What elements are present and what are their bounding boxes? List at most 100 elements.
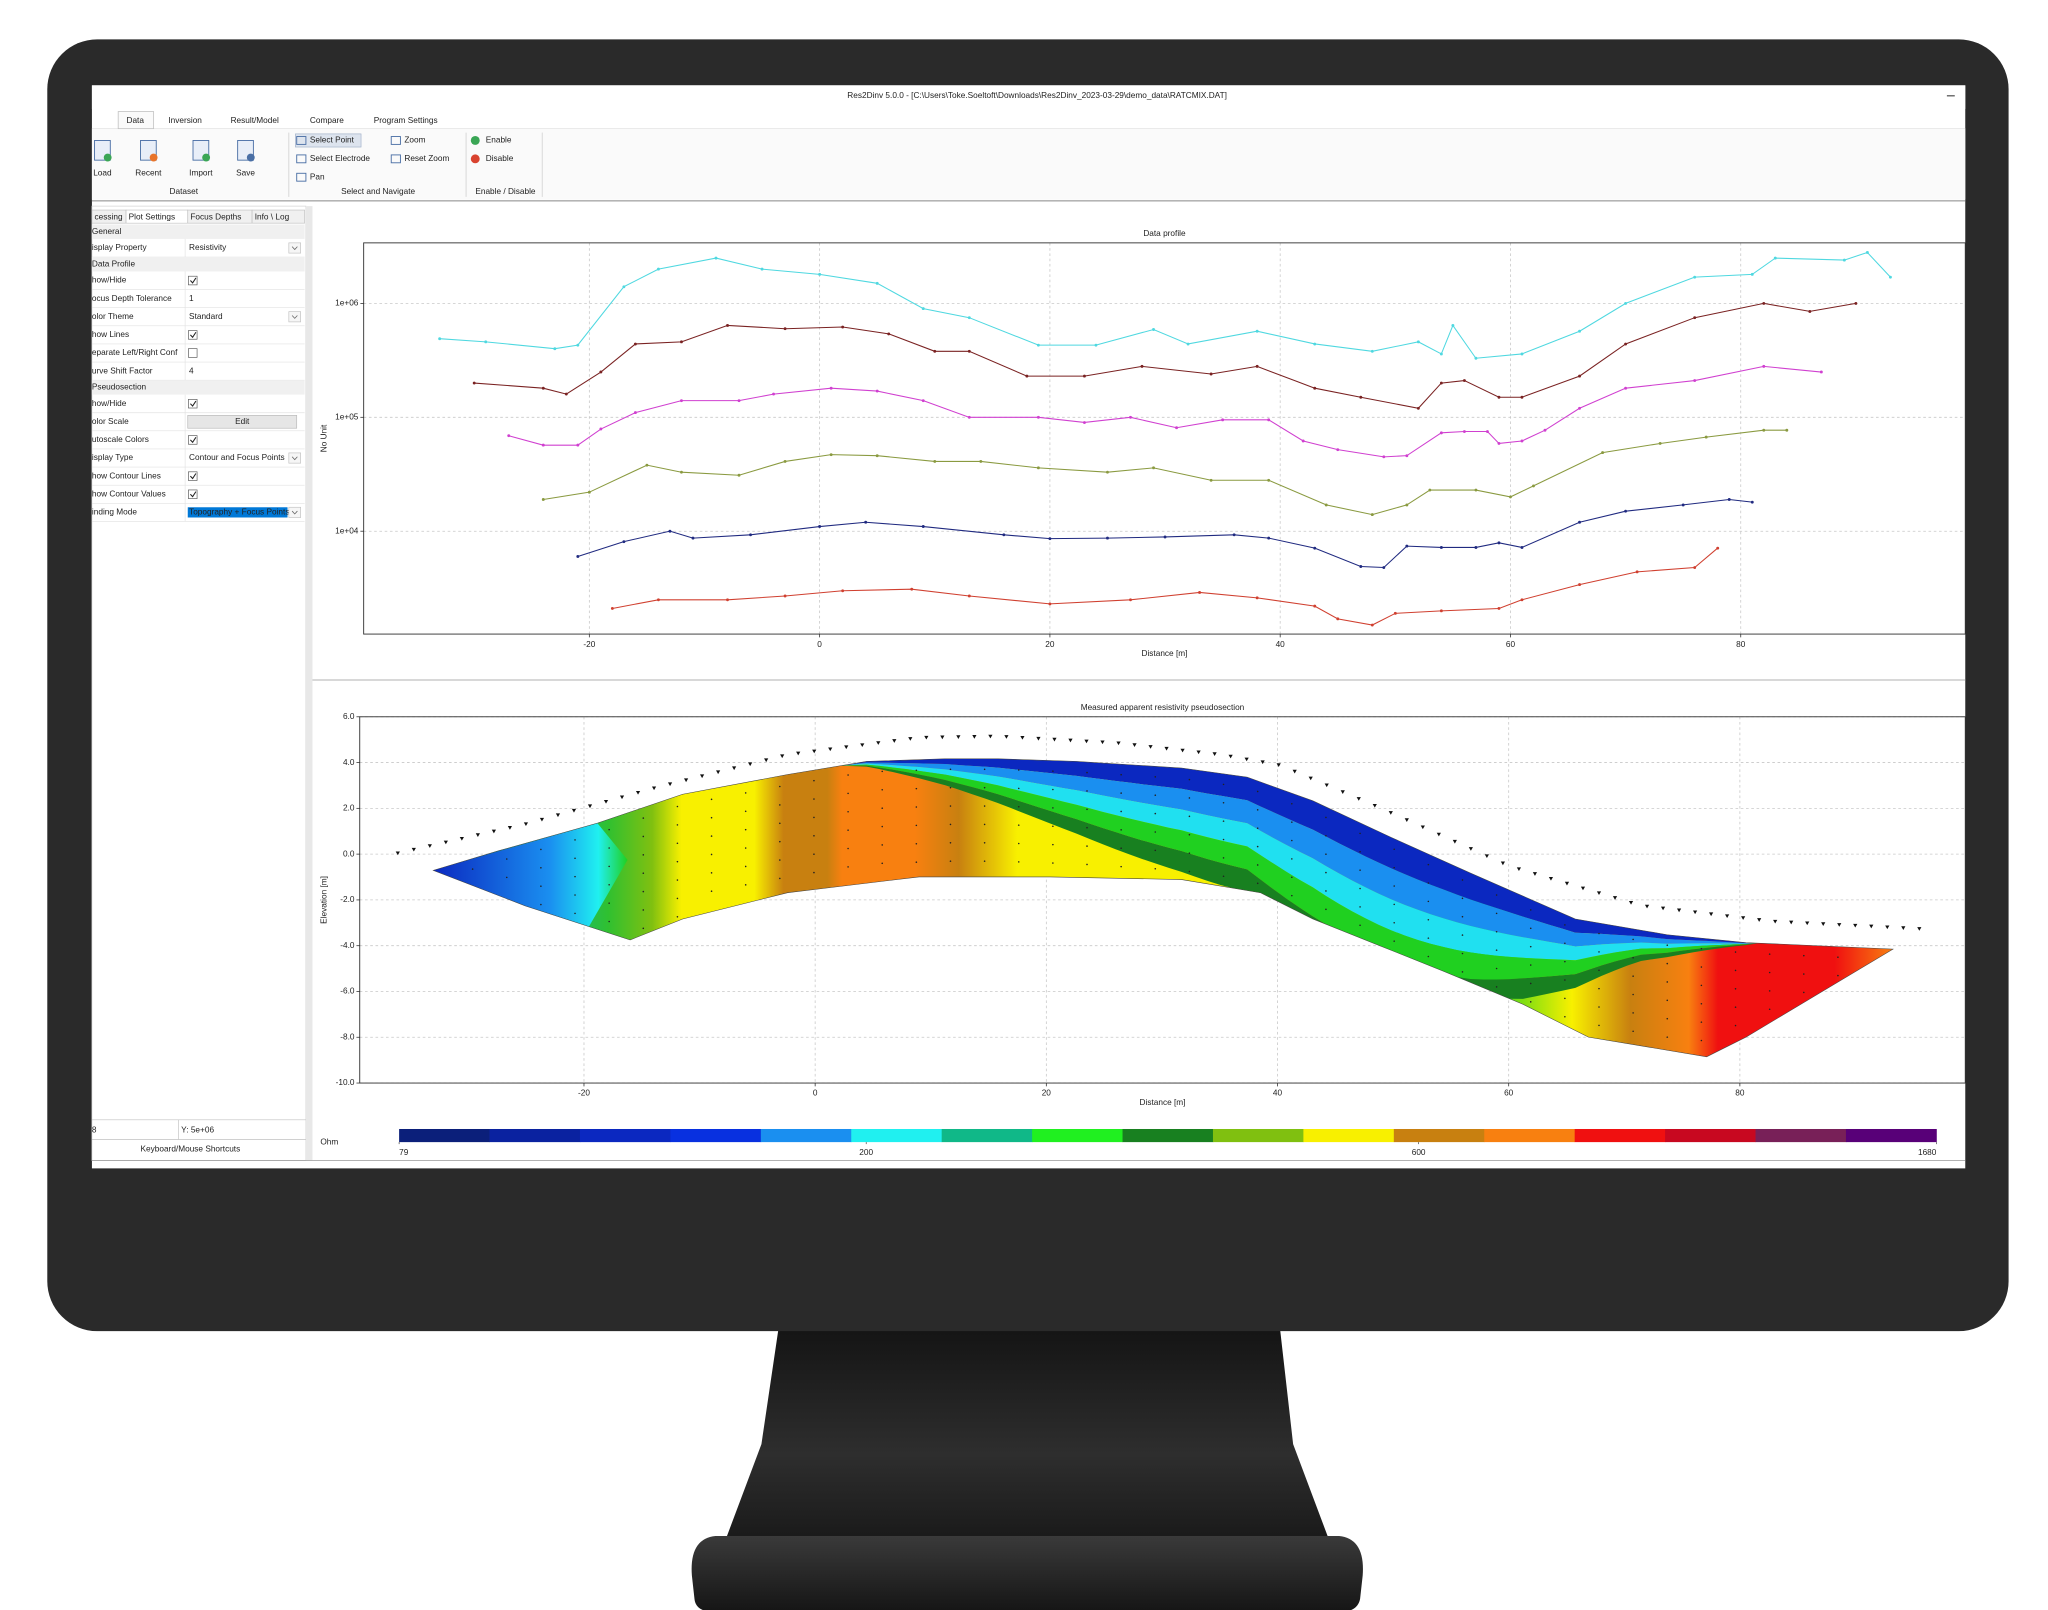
electrode-marker xyxy=(1052,737,1057,742)
tab[interactable]: Result/Model xyxy=(231,116,279,125)
ribbon-button[interactable]: Select Electrode xyxy=(310,154,371,163)
ribbon-group-label: Enable / Disable xyxy=(475,187,536,196)
dropdown-button[interactable] xyxy=(288,506,301,518)
focus-point xyxy=(847,847,849,850)
electrode-marker xyxy=(1436,832,1441,837)
chart-title: Data profile xyxy=(1143,229,1186,238)
y-tick-label: 1e+05 xyxy=(335,412,359,421)
panel-tab-label[interactable]: Info \ Log xyxy=(255,212,290,221)
electrode-marker xyxy=(587,804,593,809)
data-point xyxy=(1624,509,1628,513)
dropdown-button[interactable] xyxy=(288,452,301,464)
colorbar-segment xyxy=(1845,1128,1937,1143)
ribbon-button[interactable]: Enable xyxy=(486,136,512,145)
data-point xyxy=(1773,256,1777,260)
focus-point xyxy=(1632,956,1634,959)
property-label: urve Shift Factor xyxy=(92,366,153,375)
y-tick-label: -10.0 xyxy=(336,1078,355,1087)
y-tick-label: -2.0 xyxy=(340,895,355,904)
focus-point xyxy=(1154,867,1157,870)
electrode-marker xyxy=(796,751,801,756)
electrode-marker xyxy=(1372,803,1377,808)
button-icon-accent xyxy=(246,153,255,162)
tab[interactable]: Program Settings xyxy=(374,116,438,125)
data-point xyxy=(1370,349,1374,353)
panel-tab-label[interactable]: Plot Settings xyxy=(129,212,175,221)
property-label: isplay Property xyxy=(92,243,148,252)
tab[interactable]: Compare xyxy=(310,116,344,125)
ribbon-button[interactable]: Select Point xyxy=(310,136,355,145)
electrode-marker xyxy=(956,735,961,739)
focus-point xyxy=(676,824,679,826)
colorbar-segment xyxy=(851,1128,943,1143)
data-point xyxy=(1693,275,1697,279)
focus-point xyxy=(1086,808,1088,811)
focus-point xyxy=(1154,849,1157,852)
data-point xyxy=(622,540,626,544)
data-point xyxy=(1439,609,1443,613)
ribbon-button[interactable]: Disable xyxy=(486,154,514,163)
checkbox[interactable] xyxy=(188,435,198,445)
focus-point xyxy=(608,865,610,868)
data-point xyxy=(864,520,868,524)
focus-point xyxy=(574,894,576,896)
data-point xyxy=(818,525,822,528)
electrode-marker xyxy=(1821,922,1826,926)
data-point xyxy=(1416,406,1420,410)
panel-tab-label[interactable]: cessing xyxy=(95,212,123,221)
ribbon-button[interactable]: Import xyxy=(189,168,213,177)
panel-tab[interactable] xyxy=(251,209,305,224)
focus-point xyxy=(847,866,849,868)
focus-point xyxy=(1837,974,1839,977)
checkbox[interactable] xyxy=(188,471,198,481)
button-icon xyxy=(390,154,401,164)
ribbon-button[interactable]: Pan xyxy=(310,172,325,181)
focus-point xyxy=(1700,947,1703,950)
focus-point xyxy=(744,884,747,886)
ribbon-button[interactable]: Save xyxy=(236,168,255,177)
property-value[interactable]: Standard xyxy=(189,312,223,321)
property-value[interactable]: Contour and Focus Points xyxy=(189,453,285,462)
focus-point xyxy=(1325,835,1327,837)
shortcuts-link[interactable]: Keyboard/Mouse Shortcuts xyxy=(141,1145,241,1154)
checkbox[interactable] xyxy=(188,399,198,409)
electrode-marker xyxy=(1340,790,1345,794)
dropdown-button[interactable] xyxy=(288,242,301,254)
property-value[interactable]: Topography + Focus Points xyxy=(189,508,289,517)
data-point xyxy=(967,594,971,598)
data-point xyxy=(1393,611,1397,615)
checkbox[interactable] xyxy=(188,330,198,340)
ribbon-button[interactable]: Zoom xyxy=(404,136,425,145)
x-tick-label: 40 xyxy=(1273,1089,1283,1098)
left-panel xyxy=(91,205,307,1161)
property-button-label[interactable]: Edit xyxy=(235,417,250,426)
tab[interactable]: Data xyxy=(127,116,145,125)
focus-point xyxy=(983,842,986,844)
checkbox[interactable] xyxy=(188,489,198,499)
dropdown-button[interactable] xyxy=(288,311,301,323)
ribbon-button[interactable]: Load xyxy=(93,168,112,177)
panel-tab-label[interactable]: Focus Depths xyxy=(190,212,241,221)
ribbon-button[interactable]: Recent xyxy=(135,168,162,177)
data-point xyxy=(1578,406,1581,410)
focus-point xyxy=(540,903,542,906)
colorbar-segment xyxy=(1393,1128,1485,1143)
property-button[interactable] xyxy=(187,415,298,429)
focus-point xyxy=(1086,863,1088,866)
tab-active[interactable] xyxy=(117,111,155,130)
data-point xyxy=(1359,395,1363,399)
data-point xyxy=(1428,488,1432,492)
electrode-marker xyxy=(1741,916,1746,920)
splitter[interactable] xyxy=(305,206,313,1161)
data-line xyxy=(474,302,1857,409)
electrode-marker xyxy=(507,826,513,830)
checkbox[interactable] xyxy=(188,275,198,286)
electrode-marker xyxy=(908,737,913,741)
ribbon-button[interactable]: Reset Zoom xyxy=(404,154,449,163)
checkbox[interactable] xyxy=(188,348,198,358)
colorbar-segment xyxy=(1212,1128,1304,1143)
property-value[interactable]: Resistivity xyxy=(189,243,227,252)
tab[interactable]: Inversion xyxy=(168,116,202,125)
electrode-marker xyxy=(892,739,897,743)
focus-point xyxy=(1325,853,1327,855)
